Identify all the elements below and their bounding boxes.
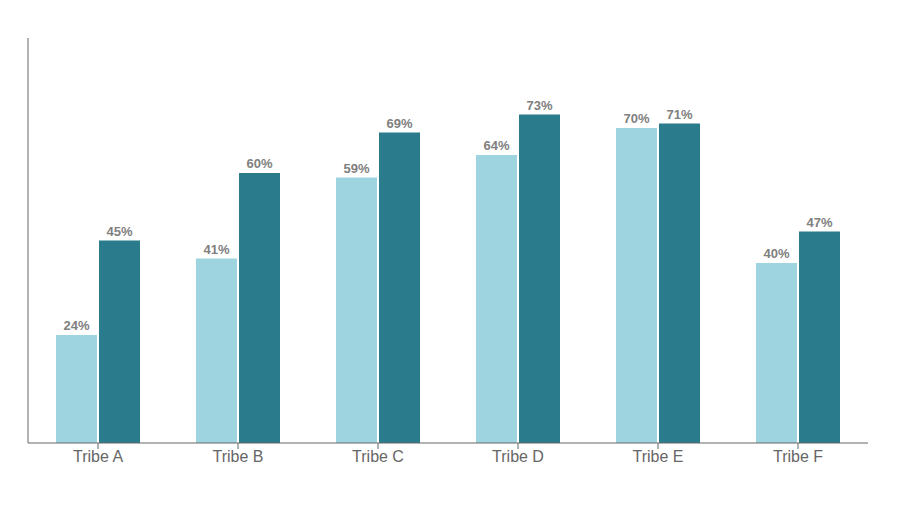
svg-text:Tribe C: Tribe C (352, 448, 404, 465)
svg-text:45%: 45% (106, 224, 132, 239)
svg-text:59%: 59% (343, 161, 369, 176)
svg-text:Tribe E: Tribe E (633, 448, 684, 465)
svg-text:41%: 41% (203, 242, 229, 257)
svg-text:Tribe B: Tribe B (213, 448, 264, 465)
svg-text:71%: 71% (666, 107, 692, 122)
svg-text:40%: 40% (763, 246, 789, 261)
svg-text:Tribe D: Tribe D (492, 448, 544, 465)
svg-text:Tribe F: Tribe F (773, 448, 823, 465)
svg-text:70%: 70% (623, 111, 649, 126)
svg-text:73%: 73% (526, 98, 552, 113)
svg-text:64%: 64% (483, 138, 509, 153)
svg-text:Tribe A: Tribe A (73, 448, 123, 465)
svg-text:47%: 47% (806, 215, 832, 230)
svg-text:69%: 69% (386, 116, 412, 131)
svg-text:24%: 24% (63, 318, 89, 333)
svg-text:60%: 60% (246, 156, 272, 171)
